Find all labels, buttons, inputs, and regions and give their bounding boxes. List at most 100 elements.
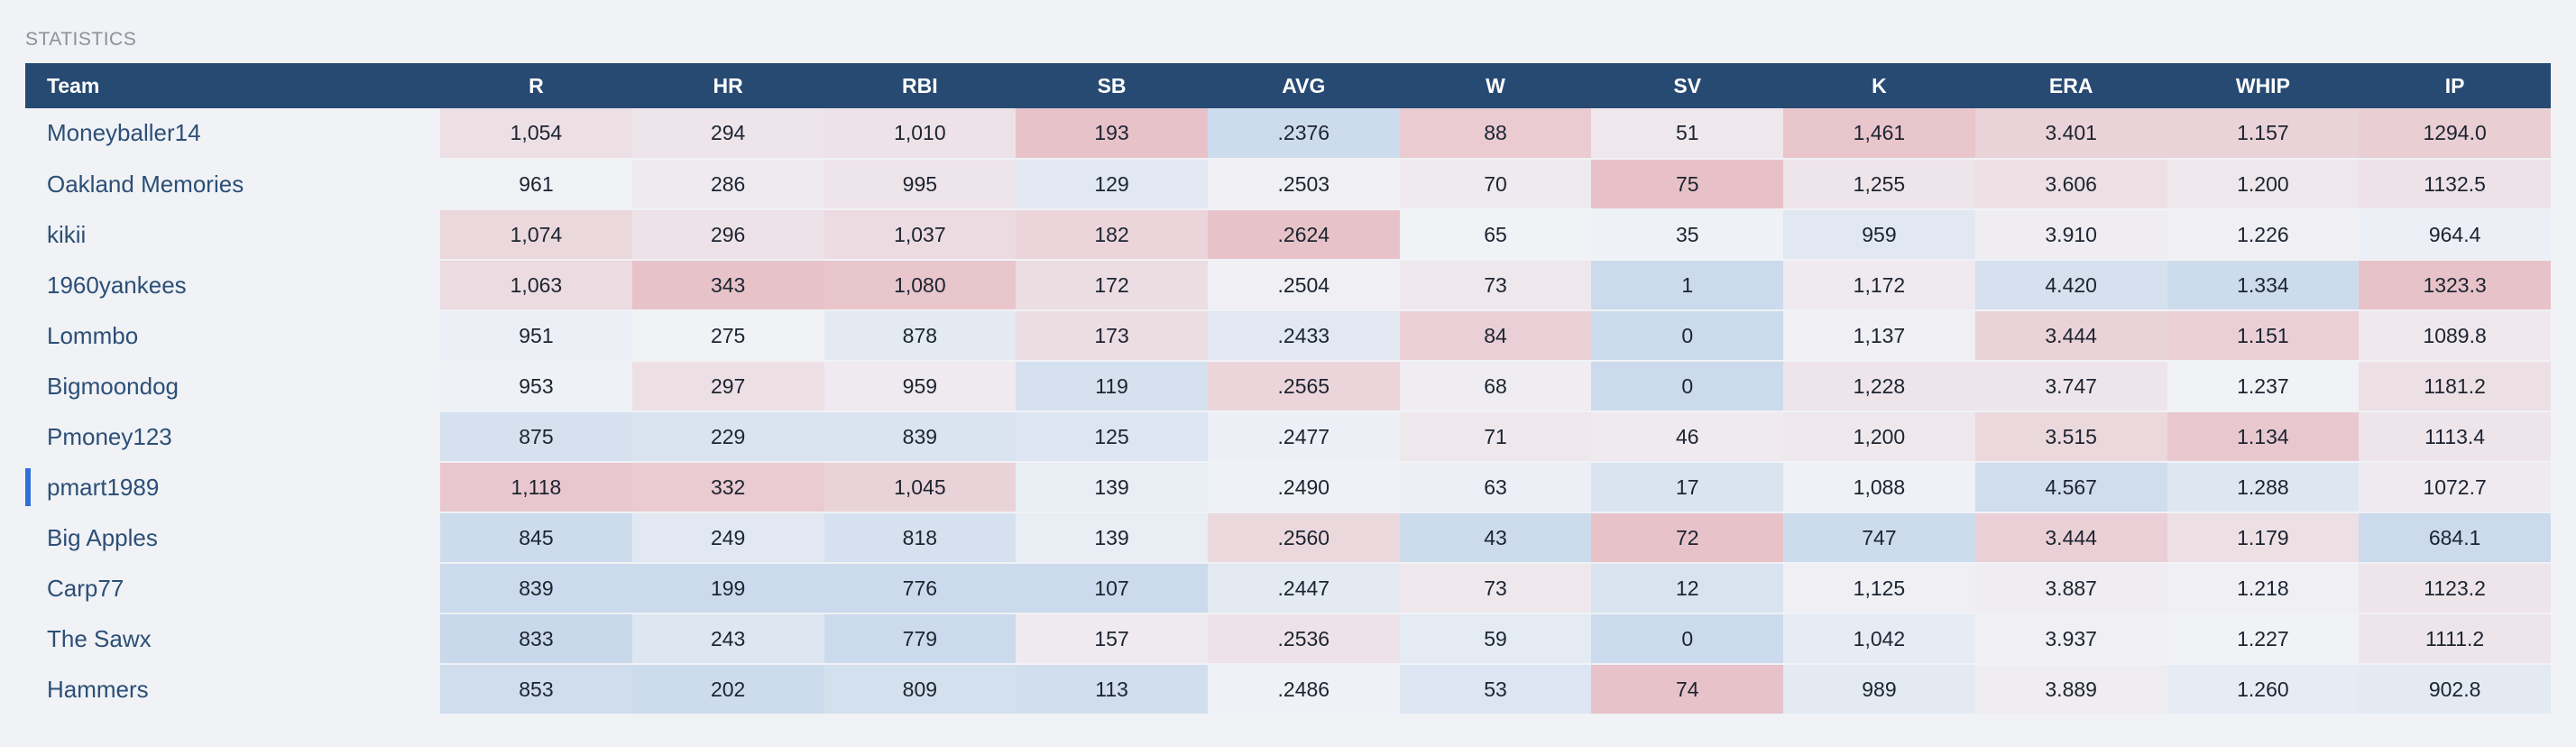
stat-cell-r: 875 [440,411,632,463]
team-name[interactable]: Oakland Memories [47,170,244,198]
stat-cell-whip: 1.226 [2167,209,2360,261]
stat-cell-hr: 275 [631,310,824,362]
stat-cell-whip: 1.237 [2167,361,2360,412]
stat-cell-ip: 1323.3 [2359,260,2551,311]
stat-cell-ip: 1113.4 [2359,411,2551,463]
team-name[interactable]: The Sawx [47,624,152,652]
stat-cell-sb: 129 [1016,159,1208,210]
table-row[interactable]: Pmoney123 875 229 839 125.2477 71 46 1,200 3.515… [25,411,2551,463]
stat-cell-w: 43 [1399,512,1592,564]
stat-cell-w: 70 [1399,159,1592,210]
table-row[interactable]: Big Apples 845 249 818 139.2560 43 72 747 3.444 1… [25,512,2551,564]
stat-cell-r: 839 [440,563,632,614]
team-cell[interactable]: Pmoney123 [25,411,441,463]
column-header-team[interactable]: Team [25,63,441,108]
stat-cell-k: 1,461 [1783,108,1975,160]
stat-cell-era: 4.420 [1974,260,2167,311]
team-cell[interactable]: pmart1989 [25,462,441,513]
team-name[interactable]: Lommbo [47,321,139,349]
stat-cell-w: 65 [1399,209,1592,261]
stat-cell-hr: 199 [631,563,824,614]
table-row[interactable]: 1960yankees 1,063 343 1,080 172.2504 73 1 1,172… [25,260,2551,311]
table-row[interactable]: Lommbo 951 275 878 173.2433 84 0 1,137 3.444 1.15… [25,310,2551,362]
table-row[interactable]: Hammers 853 202 809 113.2486 53 74 989 3.889 1.26… [25,664,2551,715]
stat-cell-k: 1,137 [1783,310,1975,362]
table-row[interactable]: Bigmoondog 953 297 959 119.2565 68 0 1,228 3.747… [25,361,2551,412]
stat-cell-sv: 46 [1591,411,1784,463]
stat-cell-ip: 1089.8 [2359,310,2551,362]
team-name[interactable]: Hammers [47,675,149,703]
active-row-indicator [25,468,31,506]
table-row[interactable]: Oakland Memories 961 286 995 129.2503 70 75 1,2… [25,159,2551,210]
column-header-ip[interactable]: IP [2359,63,2551,108]
stat-cell-sv: 72 [1591,512,1784,564]
stat-cell-ip: 1132.5 [2359,159,2551,210]
team-cell[interactable]: Carp77 [25,563,441,614]
stat-cell-hr: 294 [631,108,824,160]
team-cell[interactable]: Lommbo [25,310,441,362]
column-header-hr[interactable]: HR [631,63,824,108]
stat-cell-whip: 1.288 [2167,462,2360,513]
column-header-r[interactable]: R [440,63,632,108]
table-row[interactable]: Carp77 839 199 776 107.2447 73 12 1,125 3.887 1.2… [25,563,2551,614]
stat-cell-avg: .2565 [1207,361,1400,412]
stat-cell-w: 84 [1399,310,1592,362]
column-header-sv[interactable]: SV [1591,63,1784,108]
stat-cell-sv: 35 [1591,209,1784,261]
stat-cell-sv: 12 [1591,563,1784,614]
stat-cell-rbi: 1,010 [823,108,1017,160]
stat-cell-era: 4.567 [1974,462,2167,513]
team-name[interactable]: Big Apples [47,523,158,551]
team-name[interactable]: 1960yankees [47,271,187,299]
stat-cell-era: 3.444 [1974,512,2167,564]
stat-cell-whip: 1.134 [2167,411,2360,463]
team-name[interactable]: Pmoney123 [47,422,172,450]
section-title: STATISTICS [25,29,137,50]
column-header-rbi[interactable]: RBI [823,63,1017,108]
column-header-avg[interactable]: AVG [1207,63,1400,108]
stat-cell-k: 959 [1783,209,1975,261]
stat-cell-era: 3.747 [1974,361,2167,412]
stat-cell-sv: 0 [1591,361,1784,412]
team-name[interactable]: kikii [47,220,87,248]
team-cell[interactable]: kikii [25,209,441,261]
team-cell[interactable]: Big Apples [25,512,441,564]
team-cell[interactable]: Hammers [25,664,441,715]
stat-cell-r: 853 [440,664,632,715]
team-cell[interactable]: Bigmoondog [25,361,441,412]
column-header-era[interactable]: ERA [1974,63,2167,108]
column-header-whip[interactable]: WHIP [2167,63,2360,108]
team-name[interactable]: Bigmoondog [47,372,179,400]
stat-cell-k: 1,200 [1783,411,1975,463]
team-cell[interactable]: 1960yankees [25,260,441,311]
stat-cell-hr: 202 [631,664,824,715]
stat-cell-ip: 1111.2 [2359,613,2551,665]
stat-cell-hr: 297 [631,361,824,412]
stat-cell-ip: 1123.2 [2359,563,2551,614]
team-cell[interactable]: Oakland Memories [25,159,441,210]
stat-cell-whip: 1.260 [2167,664,2360,715]
stat-cell-ip: 1072.7 [2359,462,2551,513]
column-header-sb[interactable]: SB [1016,63,1208,108]
stat-cell-whip: 1.334 [2167,260,2360,311]
column-header-k[interactable]: K [1783,63,1975,108]
stat-cell-era: 3.910 [1974,209,2167,261]
stat-cell-era: 3.401 [1974,108,2167,160]
stat-cell-era: 3.887 [1974,563,2167,614]
stat-cell-whip: 1.200 [2167,159,2360,210]
table-row[interactable]: Moneyballer14 1,054 294 1,010 193.2376 88 51 1,… [25,108,2551,160]
table-row[interactable]: kikii 1,074 296 1,037 182.2624 65 35 959 3.910 1.… [25,209,2551,261]
team-name[interactable]: Carp77 [47,574,124,602]
team-cell[interactable]: Moneyballer14 [25,108,441,160]
stat-cell-avg: .2503 [1207,159,1400,210]
stat-cell-w: 73 [1399,563,1592,614]
team-name[interactable]: pmart1989 [47,473,160,501]
team-cell[interactable]: The Sawx [25,613,441,665]
table-row[interactable]: The Sawx 833 243 779 157.2536 59 0 1,042 3.937 1.… [25,613,2551,665]
table-row[interactable]: pmart1989 1,118 332 1,045 139.2490 63 17 1,088 4… [25,462,2551,513]
column-header-w[interactable]: W [1399,63,1592,108]
stat-cell-k: 1,088 [1783,462,1975,513]
stat-cell-w: 63 [1399,462,1592,513]
team-name[interactable]: Moneyballer14 [47,119,201,146]
